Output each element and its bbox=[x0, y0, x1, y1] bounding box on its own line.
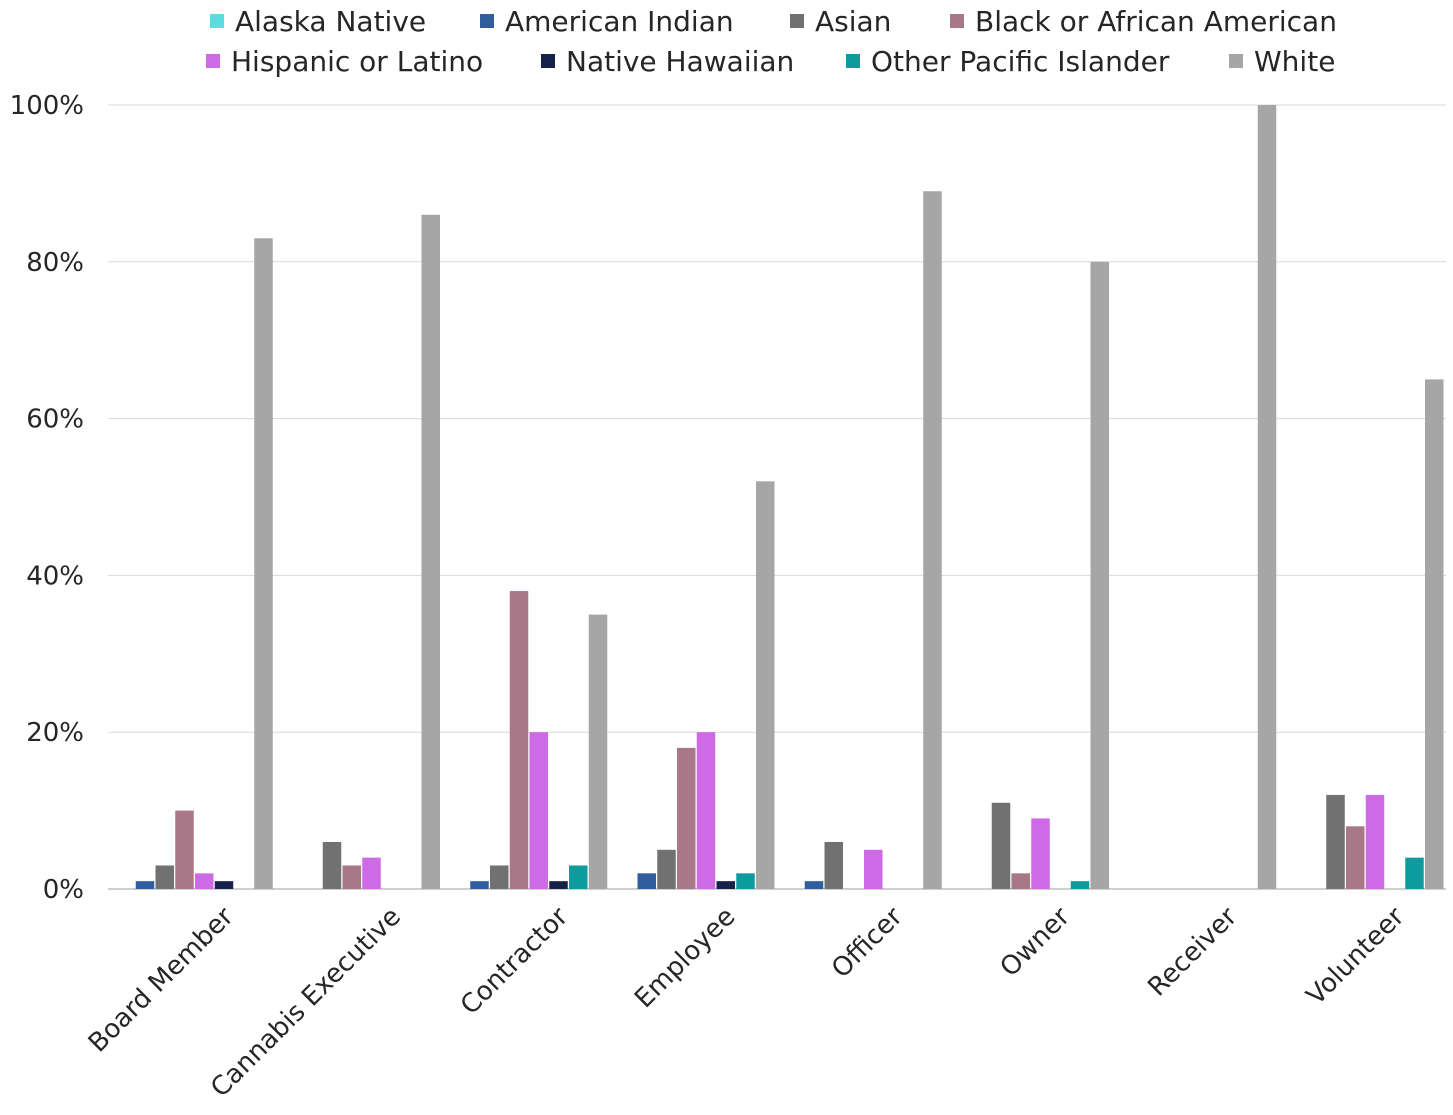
x-category-label: Owner bbox=[995, 902, 1076, 983]
legend-swatch bbox=[206, 54, 220, 68]
legend-label: Black or African American bbox=[975, 5, 1337, 38]
bar-native-hawaiian-employee bbox=[716, 881, 735, 889]
bar-asian-owner bbox=[991, 802, 1011, 889]
y-tick-label: 100% bbox=[10, 91, 84, 121]
bar-hispanic-or-latino-board-member bbox=[195, 873, 214, 889]
bar-american-indian-employee bbox=[637, 873, 656, 889]
x-category-label: Board Member bbox=[83, 902, 240, 1059]
y-tick-label: 20% bbox=[26, 718, 84, 748]
bar-asian-employee bbox=[657, 849, 676, 889]
legend-label: Native Hawaiian bbox=[566, 45, 794, 78]
bar-white-employee bbox=[756, 481, 775, 889]
x-category-label: Officer bbox=[826, 902, 909, 985]
bar-hispanic-or-latino-contractor bbox=[529, 732, 548, 889]
x-category-label: Contractor bbox=[455, 902, 574, 1021]
bar-black-or-african-american-volunteer bbox=[1346, 826, 1365, 889]
bar-american-indian-officer bbox=[804, 881, 824, 889]
bar-other-pacific-islander-owner bbox=[1070, 881, 1090, 889]
legend-swatch bbox=[846, 54, 860, 68]
bar-hispanic-or-latino-volunteer bbox=[1365, 794, 1385, 889]
chart-legend: Alaska Native American Indian Asian Black o… bbox=[206, 5, 1337, 78]
bar-hispanic-or-latino-officer bbox=[864, 849, 883, 889]
legend-swatch bbox=[950, 14, 964, 28]
bar-white-officer bbox=[923, 191, 942, 890]
bar-hispanic-or-latino-owner bbox=[1031, 818, 1050, 889]
bar-white-cannabis-executive bbox=[421, 214, 440, 889]
bar-other-pacific-islander-employee bbox=[736, 873, 755, 889]
bar-american-indian-contractor bbox=[470, 881, 489, 889]
legend-swatch bbox=[541, 54, 555, 68]
y-tick-label: 80% bbox=[26, 248, 84, 278]
bar-black-or-african-american-cannabis-executive bbox=[342, 865, 361, 889]
bar-black-or-african-american-contractor bbox=[509, 591, 529, 889]
bar-black-or-african-american-board-member bbox=[175, 810, 194, 889]
legend-label: Other Pacific Islander bbox=[871, 45, 1170, 78]
y-tick-label: 60% bbox=[26, 405, 84, 435]
bar-white-volunteer bbox=[1425, 379, 1444, 889]
legend-swatch bbox=[480, 14, 494, 28]
bar-white-contractor bbox=[588, 614, 608, 889]
legend-label: Hispanic or Latino bbox=[231, 45, 483, 78]
x-category-label: Receiver bbox=[1142, 902, 1243, 1003]
legend-label: Asian bbox=[815, 5, 891, 38]
x-category-label: Volunteer bbox=[1301, 902, 1411, 1012]
bar-asian-volunteer bbox=[1326, 794, 1345, 889]
bar-asian-board-member bbox=[155, 865, 174, 889]
bar-american-indian-board-member bbox=[135, 881, 155, 889]
bar-native-hawaiian-contractor bbox=[549, 881, 568, 889]
y-axis: 0% 20% 40% 60% 80% 100% bbox=[10, 91, 84, 905]
bar-asian-officer bbox=[824, 841, 843, 889]
y-tick-label: 40% bbox=[26, 561, 84, 591]
bar-other-pacific-islander-volunteer bbox=[1405, 857, 1424, 889]
x-category-label: Cannabis Executive bbox=[205, 902, 407, 1104]
bar-black-or-african-american-employee bbox=[677, 747, 696, 889]
bar-white-receiver bbox=[1257, 105, 1277, 889]
bar-white-owner bbox=[1090, 261, 1109, 889]
bar-white-board-member bbox=[254, 238, 273, 889]
legend-swatch bbox=[790, 14, 804, 28]
bar-hispanic-or-latino-cannabis-executive bbox=[362, 857, 381, 889]
y-gridlines bbox=[108, 104, 1446, 890]
bar-hispanic-or-latino-employee bbox=[696, 732, 716, 889]
legend-label: White bbox=[1254, 45, 1335, 78]
x-category-label: Employee bbox=[629, 902, 741, 1014]
bar-asian-cannabis-executive bbox=[322, 841, 342, 889]
legend-label: American Indian bbox=[505, 5, 734, 38]
legend-label: Alaska Native bbox=[235, 5, 426, 38]
bar-native-hawaiian-board-member bbox=[214, 881, 234, 889]
legend-swatch bbox=[210, 14, 224, 28]
legend-swatch bbox=[1229, 54, 1243, 68]
bar-black-or-african-american-owner bbox=[1011, 873, 1030, 889]
bar-other-pacific-islander-contractor bbox=[569, 865, 588, 889]
bars bbox=[135, 105, 1444, 890]
y-tick-label: 0% bbox=[43, 875, 84, 905]
bar-asian-contractor bbox=[490, 865, 509, 889]
